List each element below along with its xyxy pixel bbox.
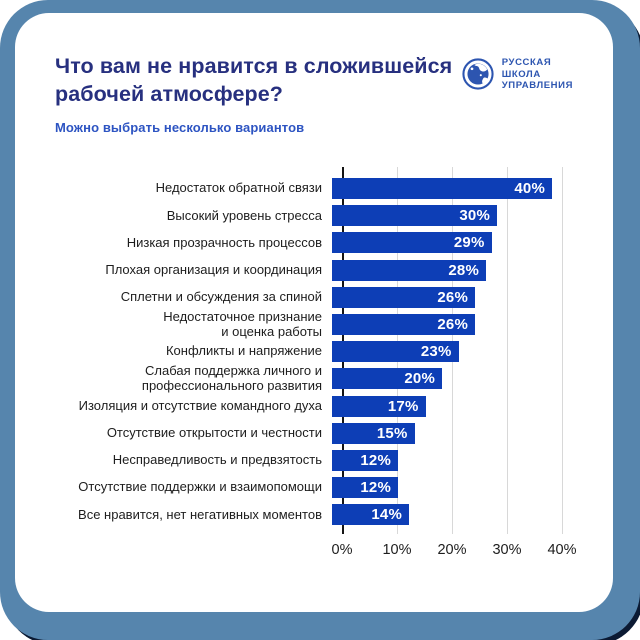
gridline bbox=[562, 167, 563, 535]
bar: 28% bbox=[332, 259, 486, 281]
bar-track: 40% bbox=[332, 178, 570, 200]
bar-row: Сплетни и обсуждения за спиной 26% bbox=[55, 284, 587, 311]
bar-row: Недостаток обратной связи 40% bbox=[55, 175, 587, 202]
value-label: 12% bbox=[360, 451, 391, 469]
value-label: 30% bbox=[459, 207, 490, 225]
logo-text: РУССКАЯ ШКОЛА УПРАВЛЕНИЯ bbox=[502, 57, 573, 92]
category-label: Низкая прозрачность процессов bbox=[126, 234, 322, 250]
bar-row: Низкая прозрачность процессов 29% bbox=[55, 229, 587, 256]
logo-line-1: РУССКАЯ bbox=[501, 57, 552, 68]
bar: 17% bbox=[332, 395, 426, 417]
bar-row: Конфликты и напряжение 23% bbox=[55, 338, 587, 365]
content-card: Что вам не нравится в сложившейся рабоче… bbox=[15, 13, 613, 612]
bar-track: 20% bbox=[332, 368, 570, 390]
x-tick-label: 10% bbox=[382, 542, 412, 559]
category-label: Недостаток обратной связи bbox=[155, 180, 322, 196]
bar: 15% bbox=[332, 422, 415, 444]
bar-track: 12% bbox=[332, 477, 570, 499]
value-label: 17% bbox=[387, 397, 419, 415]
x-tick-label: 40% bbox=[547, 542, 577, 559]
bar: 40% bbox=[332, 178, 552, 200]
value-label: 29% bbox=[453, 234, 485, 252]
bar-row: Отсутствие открытости и честности 15% bbox=[55, 420, 587, 447]
bar-track: 26% bbox=[332, 286, 570, 308]
value-label: 15% bbox=[376, 424, 408, 442]
bar: 20% bbox=[332, 368, 442, 390]
logo-line-3: УПРАВЛЕНИЯ bbox=[501, 80, 573, 91]
bar-row: Недостаточное признание и оценка работы 2… bbox=[55, 309, 587, 339]
bar-row: Слабая поддержка личного и профессиональ… bbox=[55, 363, 587, 393]
bar-track: 23% bbox=[332, 341, 570, 363]
x-tick-label: 0% bbox=[331, 542, 353, 559]
value-label: 12% bbox=[360, 479, 391, 497]
category-label: Сплетни и обсуждения за спиной bbox=[120, 289, 322, 305]
x-tick-label: 20% bbox=[437, 542, 467, 559]
category-label: Слабая поддержка личного и профессиональ… bbox=[141, 363, 322, 393]
page-title: Что вам не нравится в сложившейся рабоче… bbox=[55, 54, 453, 106]
value-label: 40% bbox=[514, 180, 545, 198]
bar: 29% bbox=[332, 232, 492, 254]
globe-logo-icon bbox=[462, 58, 494, 90]
bar: 12% bbox=[332, 449, 398, 471]
brand-logo: РУССКАЯ ШКОЛА УПРАВЛЕНИЯ bbox=[462, 57, 573, 92]
bar-row: Все нравится, нет негативных моментов 14% bbox=[55, 501, 587, 528]
value-label: 20% bbox=[404, 370, 435, 388]
bar-track: 26% bbox=[332, 314, 570, 336]
gridline bbox=[507, 167, 508, 535]
bar: 26% bbox=[332, 286, 475, 308]
bar-track: 15% bbox=[332, 422, 570, 444]
bar-track: 29% bbox=[332, 232, 570, 254]
value-label: 26% bbox=[437, 316, 468, 334]
x-tick-label: 30% bbox=[492, 542, 522, 559]
bar-row: Отсутствие поддержки и взаимопомощи 12% bbox=[55, 474, 587, 501]
category-label: Конфликты и напряжение bbox=[165, 343, 322, 359]
category-label: Все нравится, нет негативных моментов bbox=[78, 506, 322, 522]
category-label: Высокий уровень стресса bbox=[166, 207, 322, 223]
category-label: Изоляция и отсутствие командного духа bbox=[78, 397, 322, 413]
bar-track: 17% bbox=[332, 395, 570, 417]
category-label: Несправедливость и предвзятость bbox=[112, 452, 322, 468]
bar: 26% bbox=[332, 314, 475, 336]
value-label: 28% bbox=[448, 261, 479, 279]
bar-rows: Недостаток обратной связи 40% Высокий уров… bbox=[55, 175, 587, 528]
bar: 12% bbox=[332, 477, 398, 499]
category-label: Отсутствие открытости и честности bbox=[106, 425, 322, 441]
bar-track: 28% bbox=[332, 259, 570, 281]
category-label: Отсутствие поддержки и взаимопомощи bbox=[78, 479, 322, 495]
bar-track: 14% bbox=[332, 504, 570, 526]
value-label: 14% bbox=[371, 506, 402, 524]
category-label: Плохая организация и координация bbox=[105, 261, 322, 277]
bar-row: Плохая организация и координация 28% bbox=[55, 257, 587, 284]
value-label: 23% bbox=[420, 343, 452, 361]
bar-chart: Недостаток обратной связи 40% Высокий уров… bbox=[55, 167, 587, 564]
x-axis: 0% 10% 20% 30% 40% bbox=[332, 542, 580, 564]
bar: 14% bbox=[332, 504, 409, 526]
logo-line-2: ШКОЛА bbox=[501, 68, 541, 80]
chart-subtitle: Можно выбрать несколько вариантов bbox=[55, 120, 305, 135]
plot-area: Недостаток обратной связи 40% Высокий уров… bbox=[55, 167, 587, 535]
bar-row: Высокий уровень стресса 30% bbox=[55, 202, 587, 229]
category-label: Недостаточное признание и оценка работы bbox=[163, 309, 322, 339]
value-label: 26% bbox=[437, 288, 468, 306]
content: Что вам не нравится в сложившейся рабоче… bbox=[15, 13, 613, 564]
bar-row: Изоляция и отсутствие командного духа 17% bbox=[55, 393, 587, 420]
bar-track: 30% bbox=[332, 205, 570, 227]
bar-row: Несправедливость и предвзятость 12% bbox=[55, 447, 587, 474]
header: Что вам не нравится в сложившейся рабоче… bbox=[55, 52, 587, 108]
bar: 23% bbox=[332, 341, 459, 363]
bar-track: 12% bbox=[332, 449, 570, 471]
bar: 30% bbox=[332, 205, 497, 227]
